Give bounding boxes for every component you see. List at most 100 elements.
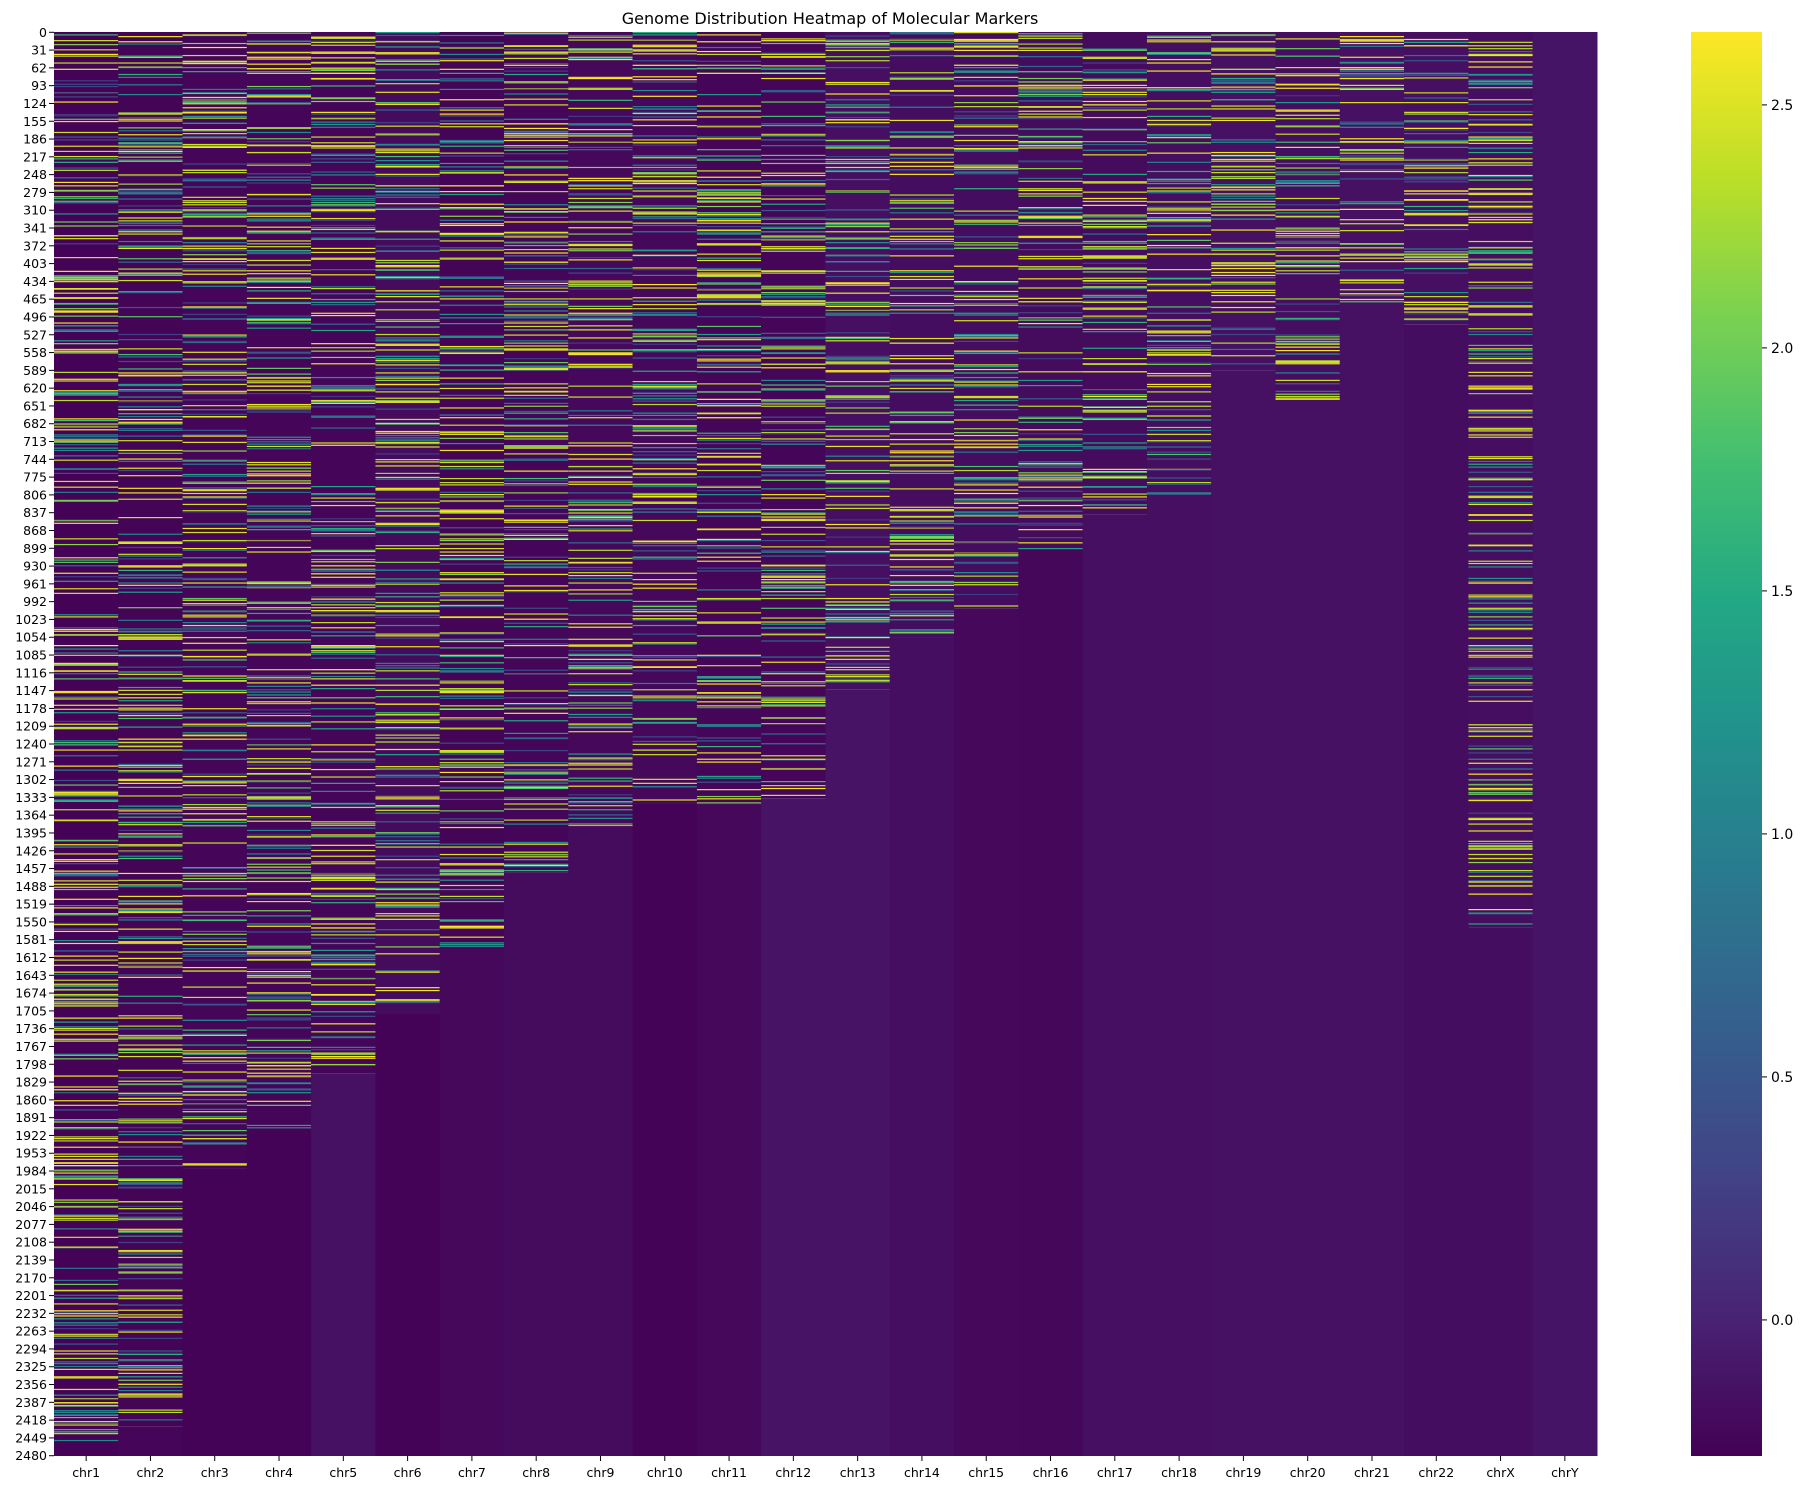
heatmap-cell [889, 582, 955, 584]
heatmap-cell [1082, 493, 1147, 495]
heatmap-cell [439, 387, 505, 390]
heatmap-cell [761, 573, 826, 575]
heatmap-cell [1211, 281, 1276, 283]
heatmap-cell [118, 764, 183, 767]
heatmap-cell [439, 708, 505, 710]
heatmap-cell [954, 465, 1019, 468]
heatmap-cell [1468, 789, 1533, 791]
heatmap-cell [375, 459, 440, 461]
heatmap-cell [182, 680, 247, 682]
heatmap-cell [182, 1052, 247, 1054]
heatmap-cell [439, 172, 505, 174]
heatmap-cell [889, 464, 955, 466]
heatmap-cell [761, 607, 826, 609]
heatmap-cell [632, 46, 697, 49]
heatmap-cell [182, 511, 247, 513]
y-tick-label: 217 [23, 149, 47, 164]
heatmap-cell [54, 928, 119, 930]
heatmap-cell [439, 432, 505, 434]
heatmap-cell [182, 547, 247, 550]
heatmap-cell [504, 458, 569, 460]
heatmap-cell [1468, 314, 1533, 316]
heatmap-cell [375, 340, 440, 342]
heatmap-cell [632, 213, 697, 215]
heatmap-cell [696, 528, 762, 530]
heatmap-cell [1018, 358, 1083, 360]
heatmap-cell [118, 584, 183, 586]
heatmap-cell [954, 605, 1019, 607]
heatmap-cell [504, 345, 569, 347]
heatmap-cell [504, 145, 569, 147]
heatmap-cell [182, 577, 247, 580]
heatmap-cell [118, 1386, 183, 1388]
heatmap-cell [504, 241, 569, 243]
heatmap-cell [1275, 395, 1340, 398]
heatmap-cell [632, 383, 697, 386]
heatmap-cell [504, 704, 569, 706]
heatmap-cell [696, 802, 762, 805]
heatmap-cell [1468, 869, 1533, 872]
heatmap-cell [246, 1050, 312, 1052]
heatmap-cell [954, 312, 1019, 314]
heatmap-cell [118, 1051, 183, 1054]
heatmap-cell [439, 846, 505, 848]
heatmap-cell [54, 1424, 119, 1426]
heatmap-cell [1275, 84, 1340, 86]
heatmap-cell [439, 185, 505, 187]
heatmap-cell [375, 610, 440, 612]
heatmap-cell [889, 515, 955, 518]
y-tick-label: 713 [23, 434, 47, 449]
heatmap-cell [118, 884, 183, 886]
heatmap-cell [761, 388, 826, 390]
heatmap-cell [1339, 84, 1405, 87]
heatmap-cell [504, 773, 569, 775]
heatmap-cell [118, 855, 183, 857]
heatmap-cell [118, 1092, 183, 1094]
heatmap-cell [439, 350, 505, 352]
heatmap-cell [825, 469, 890, 472]
heatmap-cell [1404, 77, 1469, 79]
heatmap-cell [182, 599, 247, 601]
heatmap-cell [54, 1092, 119, 1094]
heatmap-cell [246, 625, 312, 627]
heatmap-cell [182, 450, 247, 452]
heatmap-cell [1082, 321, 1147, 324]
heatmap-cell [1339, 223, 1405, 225]
heatmap-cell [504, 856, 569, 858]
heatmap-cell [118, 533, 183, 535]
heatmap-cell [696, 539, 762, 542]
heatmap-cell [504, 263, 569, 266]
heatmap-cell [1018, 142, 1083, 144]
heatmap-cell [118, 84, 183, 86]
heatmap-cell [1468, 344, 1533, 347]
heatmap-cell [1468, 463, 1533, 465]
heatmap-cell [311, 142, 376, 144]
heatmap-cell [1018, 477, 1083, 479]
heatmap-cell [1211, 46, 1276, 49]
heatmap-cell [182, 1116, 247, 1118]
heatmap-cell [118, 935, 183, 938]
heatmap-cell [504, 57, 569, 60]
heatmap-cell [1275, 336, 1340, 338]
heatmap-cell [311, 802, 376, 805]
heatmap-cell [246, 277, 312, 279]
heatmap-cell [1339, 75, 1405, 77]
heatmap-cell [118, 130, 183, 132]
heatmap-cell [1275, 67, 1340, 69]
heatmap-cell [54, 942, 119, 945]
heatmap-cell [504, 657, 569, 659]
heatmap-cell [825, 303, 890, 305]
heatmap-cell [761, 405, 826, 407]
heatmap-cell [246, 697, 312, 699]
heatmap-cell [1468, 162, 1533, 164]
heatmap-cell [696, 296, 762, 298]
heatmap-cell [246, 321, 312, 324]
heatmap-cell [1468, 83, 1533, 85]
heatmap-cell [311, 37, 376, 39]
heatmap-cell [439, 680, 505, 682]
heatmap-cell [632, 587, 697, 589]
heatmap-cell [1275, 310, 1340, 313]
heatmap-cell [182, 307, 247, 309]
heatmap-cell [1211, 79, 1276, 81]
heatmap-cell [182, 689, 247, 691]
